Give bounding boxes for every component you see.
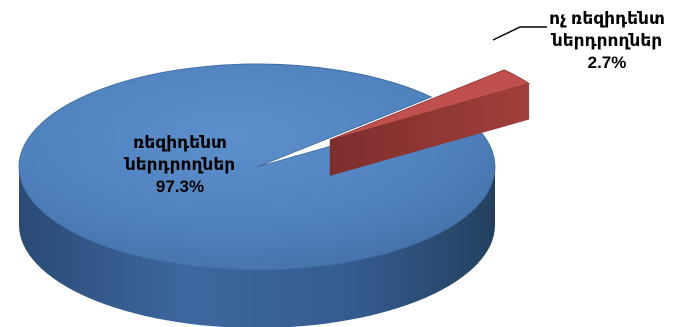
slices-layer	[18, 63, 531, 327]
data-label-resident-value: 97.3%	[155, 177, 205, 196]
data-label-nonresident: ոչ ռեզիդենտ ներդրողներ 2.7%	[522, 8, 692, 74]
slice-nonresident-side	[329, 83, 530, 176]
data-label-nonresident-value: 2.7%	[587, 53, 627, 72]
slice-resident-side	[19, 167, 495, 327]
data-label-resident-line1: ռեզիդենտ	[133, 133, 227, 152]
data-label-resident-line2: ներդրողներ	[124, 155, 236, 174]
data-label-resident: ռեզիդենտ ներդրողներ 97.3%	[95, 132, 265, 198]
slice-resident	[18, 63, 496, 271]
data-label-nonresident-line2: ներդրողներ	[551, 31, 663, 50]
slice-nonresident	[329, 69, 531, 141]
leader-line	[492, 26, 547, 41]
data-label-nonresident-line1: ոչ ռեզիդենտ	[549, 9, 665, 28]
